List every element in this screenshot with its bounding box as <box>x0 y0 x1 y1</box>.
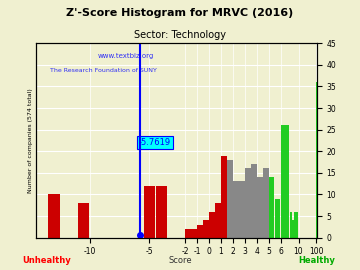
Bar <box>48 194 59 238</box>
Text: Z'-Score Histogram for MRVC (2016): Z'-Score Histogram for MRVC (2016) <box>66 8 294 18</box>
Bar <box>316 82 317 238</box>
Bar <box>239 181 245 238</box>
Bar <box>185 229 191 238</box>
Bar <box>156 186 167 238</box>
Bar <box>257 177 262 238</box>
Bar <box>298 60 299 238</box>
Bar <box>245 168 251 238</box>
Text: -5.7619: -5.7619 <box>139 138 171 147</box>
Bar <box>215 203 221 238</box>
Bar <box>209 212 215 238</box>
Bar <box>281 203 283 238</box>
Text: The Research Foundation of SUNY: The Research Foundation of SUNY <box>50 69 157 73</box>
Bar <box>285 212 287 238</box>
Bar <box>292 220 294 238</box>
Text: www.textbiz.org: www.textbiz.org <box>98 53 154 59</box>
Bar <box>227 160 233 238</box>
Bar <box>269 177 274 238</box>
Bar <box>144 186 155 238</box>
Bar <box>233 181 239 238</box>
Bar <box>296 212 298 238</box>
Bar <box>283 212 285 238</box>
Y-axis label: Number of companies (574 total): Number of companies (574 total) <box>28 88 33 193</box>
Bar <box>281 125 289 238</box>
Text: Score: Score <box>168 256 192 265</box>
Text: Sector: Technology: Sector: Technology <box>134 30 226 40</box>
Bar <box>221 156 227 238</box>
Bar <box>203 220 209 238</box>
Text: Healthy: Healthy <box>298 256 335 265</box>
Bar <box>197 225 203 238</box>
Bar <box>275 199 280 238</box>
Text: Unhealthy: Unhealthy <box>22 256 71 265</box>
Bar <box>263 168 269 238</box>
Bar <box>294 212 296 238</box>
Bar <box>251 164 257 238</box>
Bar <box>78 203 89 238</box>
Bar <box>191 229 197 238</box>
Bar <box>287 203 289 238</box>
Bar <box>289 212 292 238</box>
